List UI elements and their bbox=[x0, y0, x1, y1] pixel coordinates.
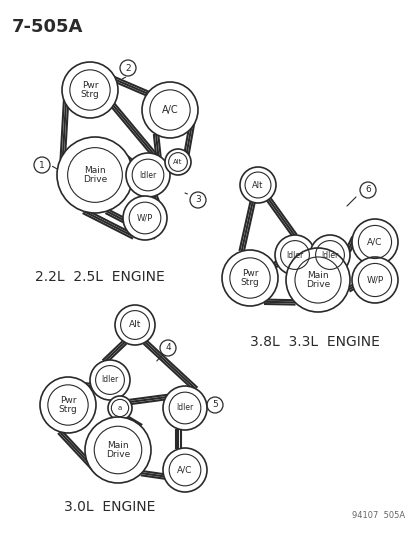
Text: 1: 1 bbox=[39, 160, 45, 169]
Circle shape bbox=[142, 82, 197, 138]
Text: a: a bbox=[118, 405, 122, 411]
Text: Main
Drive: Main Drive bbox=[106, 441, 130, 459]
Circle shape bbox=[309, 235, 349, 275]
Circle shape bbox=[221, 250, 277, 306]
Circle shape bbox=[90, 360, 130, 400]
Text: Idler: Idler bbox=[176, 403, 193, 413]
Text: 7-505A: 7-505A bbox=[12, 18, 83, 36]
Circle shape bbox=[62, 62, 118, 118]
Circle shape bbox=[165, 149, 190, 175]
Text: W/P: W/P bbox=[366, 276, 383, 285]
Text: Pwr
Strg: Pwr Strg bbox=[59, 395, 77, 414]
Circle shape bbox=[85, 417, 151, 483]
Circle shape bbox=[115, 305, 154, 345]
Circle shape bbox=[240, 167, 275, 203]
Text: 3.0L  ENGINE: 3.0L ENGINE bbox=[64, 500, 155, 514]
Text: A/C: A/C bbox=[366, 238, 382, 246]
Text: Pwr
Strg: Pwr Strg bbox=[240, 269, 259, 287]
Text: 6: 6 bbox=[364, 185, 370, 195]
Circle shape bbox=[163, 386, 206, 430]
Circle shape bbox=[40, 377, 96, 433]
Text: 4: 4 bbox=[165, 343, 171, 352]
Text: 2: 2 bbox=[125, 63, 131, 72]
Text: Main
Drive: Main Drive bbox=[83, 166, 107, 184]
Text: A/C: A/C bbox=[161, 105, 178, 115]
Circle shape bbox=[351, 257, 397, 303]
Circle shape bbox=[123, 196, 166, 240]
Circle shape bbox=[126, 153, 170, 197]
Text: 3.8L  3.3L  ENGINE: 3.8L 3.3L ENGINE bbox=[249, 335, 379, 349]
Text: Alt: Alt bbox=[252, 181, 263, 190]
Circle shape bbox=[351, 219, 397, 265]
Text: Main
Drive: Main Drive bbox=[305, 271, 329, 289]
Text: 3: 3 bbox=[195, 196, 200, 205]
Text: Idler: Idler bbox=[320, 251, 338, 260]
Text: Alt: Alt bbox=[128, 320, 141, 329]
Text: 94107  505A: 94107 505A bbox=[351, 511, 404, 520]
Text: 5: 5 bbox=[211, 400, 217, 409]
Text: 2.2L  2.5L  ENGINE: 2.2L 2.5L ENGINE bbox=[35, 270, 164, 284]
Text: Idler: Idler bbox=[286, 251, 303, 260]
Text: Idler: Idler bbox=[101, 376, 119, 384]
Text: Alt: Alt bbox=[173, 159, 182, 165]
Text: Idler: Idler bbox=[139, 171, 156, 180]
Circle shape bbox=[163, 448, 206, 492]
Circle shape bbox=[57, 137, 133, 213]
Text: A/C: A/C bbox=[177, 465, 192, 474]
Circle shape bbox=[285, 248, 349, 312]
Text: W/P: W/P bbox=[137, 214, 153, 222]
Text: Pwr
Strg: Pwr Strg bbox=[81, 80, 99, 99]
Circle shape bbox=[108, 396, 132, 420]
Circle shape bbox=[274, 235, 314, 275]
